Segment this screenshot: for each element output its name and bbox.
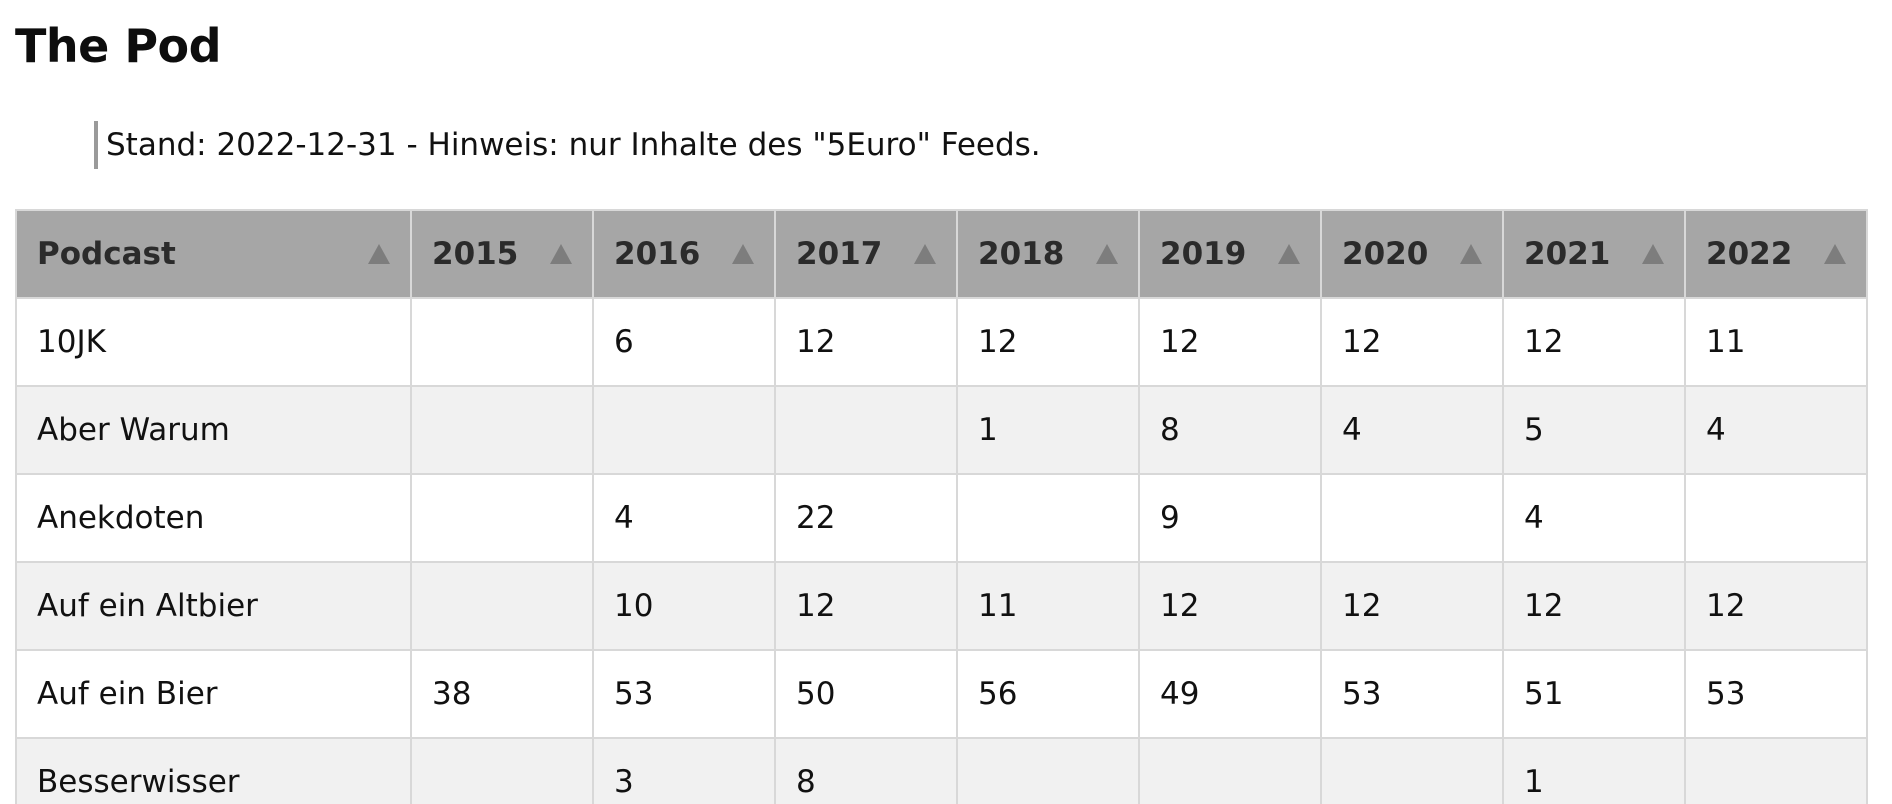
column-header-2019[interactable]: 2019 — [1138, 209, 1322, 299]
cell-podcast: Aber Warum — [15, 385, 412, 475]
cell-2018: 12 — [956, 297, 1140, 387]
cell-2018: 1 — [956, 385, 1140, 475]
cell-podcast: 10JK — [15, 297, 412, 387]
sort-ascending-icon[interactable] — [550, 244, 572, 264]
cell-2016: 10 — [592, 561, 776, 651]
column-header-2021[interactable]: 2021 — [1502, 209, 1686, 299]
column-header-label: Podcast — [37, 236, 176, 272]
cell-2020: 12 — [1320, 561, 1504, 651]
column-header-2022[interactable]: 2022 — [1684, 209, 1868, 299]
page-title: The Pod — [15, 19, 222, 73]
cell-2021: 1 — [1502, 737, 1686, 804]
cell-2018 — [956, 473, 1140, 563]
table-row: Auf ein Bier 38 53 50 56 49 53 51 53 — [15, 649, 1868, 739]
table-row: Auf ein Altbier 10 12 11 12 12 12 12 — [15, 561, 1868, 651]
cell-2022 — [1684, 473, 1868, 563]
column-header-2018[interactable]: 2018 — [956, 209, 1140, 299]
column-header-label: 2019 — [1160, 236, 1247, 272]
cell-2022: 53 — [1684, 649, 1868, 739]
column-header-label: 2020 — [1342, 236, 1429, 272]
column-header-label: 2022 — [1706, 236, 1793, 272]
cell-2020 — [1320, 473, 1504, 563]
cell-2015: 38 — [410, 649, 594, 739]
cell-2019 — [1138, 737, 1322, 804]
table-row: Aber Warum 1 8 4 5 4 — [15, 385, 1868, 475]
column-header-2016[interactable]: 2016 — [592, 209, 776, 299]
cell-2016 — [592, 385, 776, 475]
cell-2015 — [410, 473, 594, 563]
cell-2015 — [410, 385, 594, 475]
column-header-label: 2018 — [978, 236, 1065, 272]
cell-2018: 11 — [956, 561, 1140, 651]
cell-2021: 5 — [1502, 385, 1686, 475]
cell-2020 — [1320, 737, 1504, 804]
sort-ascending-icon[interactable] — [368, 244, 390, 264]
sort-ascending-icon[interactable] — [1460, 244, 1482, 264]
cell-2021: 12 — [1502, 561, 1686, 651]
cell-2017: 50 — [774, 649, 958, 739]
column-header-podcast[interactable]: Podcast — [15, 209, 412, 299]
cell-2020: 12 — [1320, 297, 1504, 387]
column-header-2017[interactable]: 2017 — [774, 209, 958, 299]
cell-2016: 4 — [592, 473, 776, 563]
sort-ascending-icon[interactable] — [1642, 244, 1664, 264]
cell-2021: 51 — [1502, 649, 1686, 739]
cell-2017: 12 — [774, 297, 958, 387]
cell-2019: 12 — [1138, 561, 1322, 651]
sort-ascending-icon[interactable] — [1824, 244, 1846, 264]
cell-2020: 53 — [1320, 649, 1504, 739]
table-row: Anekdoten 4 22 9 4 — [15, 473, 1868, 563]
cell-2019: 49 — [1138, 649, 1322, 739]
cell-2021: 4 — [1502, 473, 1686, 563]
cell-2020: 4 — [1320, 385, 1504, 475]
cell-2018: 56 — [956, 649, 1140, 739]
sort-ascending-icon[interactable] — [1278, 244, 1300, 264]
cell-podcast: Besserwisser — [15, 737, 412, 804]
column-header-label: 2017 — [796, 236, 883, 272]
column-header-2020[interactable]: 2020 — [1320, 209, 1504, 299]
cell-2022: 4 — [1684, 385, 1868, 475]
column-header-label: 2016 — [614, 236, 701, 272]
cell-2017: 22 — [774, 473, 958, 563]
cell-podcast: Auf ein Bier — [15, 649, 412, 739]
cell-2015 — [410, 561, 594, 651]
table-header-row: Podcast 2015 2016 2017 2018 2019 2020 20… — [15, 209, 1868, 299]
table-row: Besserwisser 3 8 1 — [15, 737, 1868, 804]
cell-2016: 53 — [592, 649, 776, 739]
cell-2015 — [410, 297, 594, 387]
cell-podcast: Auf ein Altbier — [15, 561, 412, 651]
table-row: 10JK 6 12 12 12 12 12 11 — [15, 297, 1868, 387]
cell-2019: 9 — [1138, 473, 1322, 563]
cell-2022: 12 — [1684, 561, 1868, 651]
cell-podcast: Anekdoten — [15, 473, 412, 563]
column-header-2015[interactable]: 2015 — [410, 209, 594, 299]
column-header-label: 2021 — [1524, 236, 1611, 272]
sort-ascending-icon[interactable] — [732, 244, 754, 264]
cell-2022: 11 — [1684, 297, 1868, 387]
status-note: Stand: 2022-12-31 - Hinweis: nur Inhalte… — [94, 121, 1041, 169]
cell-2019: 8 — [1138, 385, 1322, 475]
cell-2019: 12 — [1138, 297, 1322, 387]
cell-2018 — [956, 737, 1140, 804]
cell-2017: 8 — [774, 737, 958, 804]
cell-2015 — [410, 737, 594, 804]
cell-2016: 3 — [592, 737, 776, 804]
cell-2017 — [774, 385, 958, 475]
cell-2017: 12 — [774, 561, 958, 651]
sort-ascending-icon[interactable] — [1096, 244, 1118, 264]
cell-2021: 12 — [1502, 297, 1686, 387]
column-header-label: 2015 — [432, 236, 519, 272]
podcast-table: Podcast 2015 2016 2017 2018 2019 2020 20… — [15, 209, 1868, 804]
cell-2016: 6 — [592, 297, 776, 387]
cell-2022 — [1684, 737, 1868, 804]
sort-ascending-icon[interactable] — [914, 244, 936, 264]
